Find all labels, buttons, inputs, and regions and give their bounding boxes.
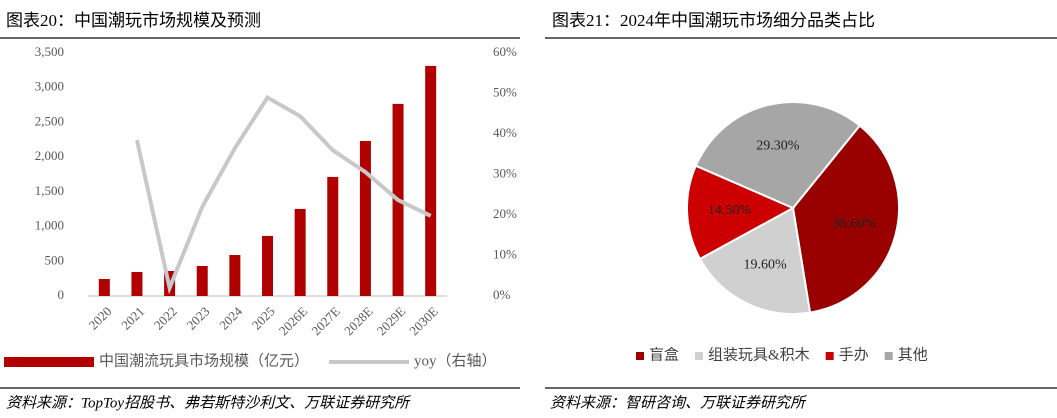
pie-slice xyxy=(791,124,900,314)
bar xyxy=(131,271,143,296)
bar xyxy=(229,255,241,296)
y2-tick-label: 20% xyxy=(493,206,517,221)
y-tick-label: 0 xyxy=(58,287,65,302)
y-tick-label: 2,000 xyxy=(35,148,64,163)
y2-tick-label: 40% xyxy=(493,125,517,140)
chart-title: 图表21：2024年中国潮玩市场细分品类占比 xyxy=(552,11,875,30)
legend-label: 组装玩具&积木 xyxy=(708,346,810,363)
bar xyxy=(294,208,306,296)
legend-label: yoy（右轴） xyxy=(414,352,497,369)
slice-label: 29.30% xyxy=(756,138,800,153)
x-tick-label: 2021 xyxy=(118,304,147,333)
legend-swatch xyxy=(636,352,644,360)
chart-title: 图表20：中国潮玩市场规模及预测 xyxy=(6,11,261,30)
y-tick-label: 2,500 xyxy=(35,113,64,128)
pie-slice xyxy=(698,206,812,315)
y-tick-label: 500 xyxy=(45,252,65,267)
x-tick-label: 2029E xyxy=(374,304,409,339)
x-tick-label: 2025 xyxy=(249,304,278,333)
legend-label: 其他 xyxy=(898,346,928,363)
pie-slice xyxy=(686,164,796,261)
bar xyxy=(327,176,339,296)
y2-tick-label: 10% xyxy=(493,246,517,261)
slice-label: 19.60% xyxy=(743,257,787,272)
x-tick-label: 2020 xyxy=(86,304,115,333)
x-tick-label: 2024 xyxy=(216,303,245,332)
slice-label: 14.50% xyxy=(708,203,752,218)
source: 资料来源：智研咨询、万联证券研究所 xyxy=(550,394,807,411)
bar xyxy=(262,235,273,296)
x-tick-label: 2030E xyxy=(406,304,441,339)
slice-label: 36.60% xyxy=(833,217,877,232)
pie-slice xyxy=(694,101,862,210)
x-tick-label: 2027E xyxy=(308,304,343,339)
y2-tick-label: 30% xyxy=(493,165,517,180)
y-tick-label: 3,000 xyxy=(35,79,64,94)
x-tick-label: 2023 xyxy=(183,304,212,333)
legend-label: 手办 xyxy=(839,346,869,363)
bar xyxy=(196,266,208,296)
x-tick-label: 2026E xyxy=(276,304,311,339)
y-tick-label: 3,500 xyxy=(35,44,64,59)
legend-swatch xyxy=(884,352,893,360)
legend-label: 中国潮流玩具市场规模（亿元） xyxy=(99,352,309,369)
line xyxy=(135,94,432,295)
source: 资料来源：TopToy招股书、弗若斯特沙利文、万联证券研究所 xyxy=(6,394,411,411)
y2-tick-label: 0% xyxy=(493,287,511,302)
x-tick-label: 2022 xyxy=(151,304,180,333)
y-tick-label: 1,000 xyxy=(35,218,64,233)
bar xyxy=(425,65,437,296)
y2-tick-label: 50% xyxy=(493,84,517,99)
legend-swatch xyxy=(825,352,834,360)
x-tick-label: 2028E xyxy=(341,304,376,339)
legend-swatch xyxy=(4,357,94,367)
y-tick-label: 1,500 xyxy=(35,183,64,198)
bar xyxy=(359,140,371,296)
legend-swatch xyxy=(695,352,704,360)
bar xyxy=(98,278,110,296)
legend-label: 盲盒 xyxy=(649,346,679,363)
y2-tick-label: 60% xyxy=(493,44,517,59)
